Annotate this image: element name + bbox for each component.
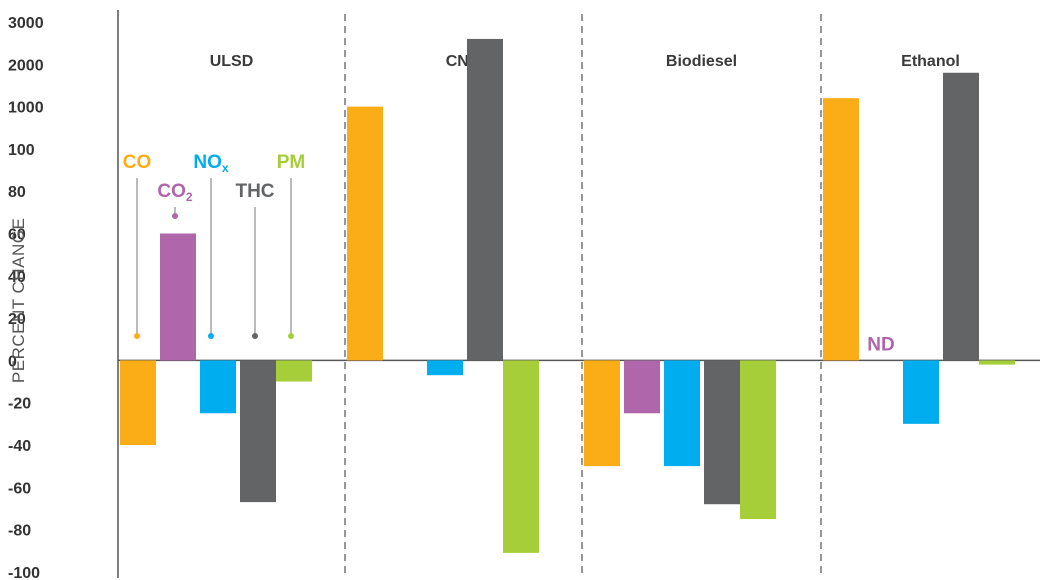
y-tick-label: 100 (8, 142, 35, 159)
bar-nox (200, 360, 236, 414)
nd-annotation: ND (867, 334, 894, 355)
bar-pm (276, 360, 312, 382)
bar-pm (979, 360, 1015, 365)
legend-marker (172, 213, 178, 219)
bar-nox (427, 360, 463, 376)
bar-nox (903, 360, 939, 424)
bar-pm (740, 360, 776, 520)
bar-nox (664, 360, 700, 467)
y-tick-label: 3000 (8, 15, 44, 32)
y-tick-label: -80 (8, 523, 31, 540)
y-tick-label: 20 (8, 311, 26, 328)
legend-marker (208, 333, 214, 339)
y-tick-label: -40 (8, 438, 31, 455)
y-tick-label: 1000 (8, 100, 44, 117)
legend-marker (288, 333, 294, 339)
bar-co (823, 98, 859, 361)
y-tick-label: 60 (8, 227, 26, 244)
bar-co2 (160, 233, 196, 361)
legend-label-nox: NOx (193, 152, 229, 175)
legend-label-co2: CO2 (157, 181, 193, 204)
y-tick-label: 0 (8, 353, 17, 370)
bar-co (347, 106, 383, 361)
y-tick-label: 40 (8, 269, 26, 286)
y-axis-label: PERCENT CHANGE (9, 218, 28, 383)
y-tick-label: -60 (8, 480, 31, 497)
legend-label-co: CO (123, 152, 152, 173)
bar-thc (943, 72, 979, 361)
category-label: Ethanol (901, 53, 960, 70)
y-tick-label: 80 (8, 184, 26, 201)
y-tick-label: 2000 (8, 57, 44, 74)
bar-co (584, 360, 620, 467)
bar-co (120, 360, 156, 445)
bar-pm (503, 360, 539, 553)
bar-thc (467, 38, 503, 361)
legend-marker (134, 333, 140, 339)
legend-label-pm: PM (277, 152, 306, 173)
category-label: ULSD (210, 53, 254, 70)
category-label: Biodiesel (666, 53, 737, 70)
y-tick-label: -20 (8, 396, 31, 413)
bar-thc (240, 360, 276, 503)
bar-thc (704, 360, 740, 505)
legend-marker (252, 333, 258, 339)
y-tick-label: -100 (8, 565, 40, 580)
bar-co2 (624, 360, 660, 414)
legend-label-thc: THC (235, 181, 274, 202)
